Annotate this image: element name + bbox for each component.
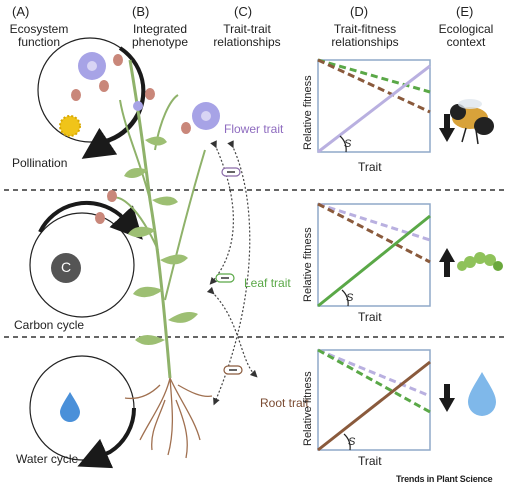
down-arrow-icon-2 bbox=[439, 384, 455, 412]
panel-2-slope-label: S bbox=[346, 292, 354, 304]
carbon-symbol: C bbox=[60, 259, 72, 275]
column-a-title: Ecosystem function bbox=[9, 22, 69, 49]
column-d-letter: (D) bbox=[350, 4, 369, 19]
journal-credit: Trends in Plant Science bbox=[396, 474, 493, 484]
leaf-trait-label: Leaf trait bbox=[244, 276, 291, 290]
panel-1 bbox=[317, 58, 431, 154]
column-d-title: Trait-fitness relationships bbox=[331, 22, 399, 49]
up-arrow-icon bbox=[439, 248, 455, 277]
panel-2-x-label: Trait bbox=[358, 310, 382, 324]
panel-2 bbox=[317, 202, 431, 308]
column-c-letter: (C) bbox=[234, 4, 253, 19]
carbon-circle bbox=[29, 200, 143, 318]
column-e-title: Ecological context bbox=[438, 22, 494, 49]
trait-trait-arrows bbox=[206, 140, 258, 406]
panel-1-x-label: Trait bbox=[358, 160, 382, 174]
carbon-cycle-label: Carbon cycle bbox=[14, 318, 85, 332]
flower-trait-label: Flower trait bbox=[224, 122, 284, 136]
column-e-letter: (E) bbox=[456, 4, 474, 19]
panel-3-y-label: Relative fitness bbox=[302, 371, 314, 446]
column-b-title: Integrated phenotype bbox=[131, 22, 189, 49]
pollination-label: Pollination bbox=[12, 156, 68, 170]
water-circle bbox=[29, 355, 137, 469]
panel-1-slope-label: S bbox=[344, 138, 352, 150]
root-trait-label: Root trait bbox=[260, 396, 309, 410]
down-arrow-icon bbox=[439, 114, 455, 142]
panel-3 bbox=[317, 348, 431, 452]
column-b-letter: (B) bbox=[132, 4, 150, 19]
panel-3-x-label: Trait bbox=[358, 454, 382, 468]
panel-3-slope-label: S bbox=[348, 436, 356, 448]
panel-2-y-label: Relative fitness bbox=[302, 227, 314, 302]
water-drop-icon bbox=[468, 372, 496, 416]
water-cycle-label: Water cycle bbox=[16, 452, 79, 466]
bee-icon bbox=[450, 99, 494, 145]
caterpillar-icon bbox=[457, 252, 503, 271]
column-c-title: Trait-trait relationships bbox=[213, 22, 281, 49]
pollination-circle bbox=[37, 37, 146, 159]
panel-1-y-label: Relative fitness bbox=[302, 75, 314, 150]
plant-illustration bbox=[95, 59, 220, 459]
column-a-letter: (A) bbox=[12, 4, 30, 19]
